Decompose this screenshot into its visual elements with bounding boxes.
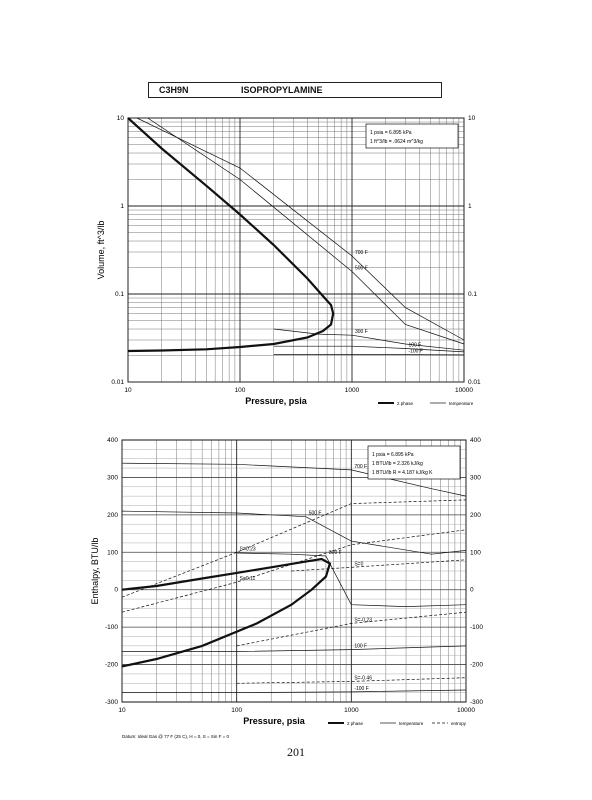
legend-label: 2 phase	[397, 401, 414, 406]
conversion-info-box	[365, 123, 459, 149]
temperature-line	[147, 117, 465, 345]
temperature-line-label: 300 F	[355, 329, 368, 335]
y-tick-label-right: 200	[470, 512, 481, 519]
x-axis-label: Pressure, psia	[245, 396, 308, 406]
x-tick-label: 10	[124, 387, 132, 394]
temperature-line-label: -100 F	[408, 349, 422, 355]
x-tick-label: 1000	[344, 707, 359, 714]
y-tick-label-right: 100	[470, 549, 481, 556]
temperature-line	[236, 552, 467, 607]
temperature-line	[273, 345, 465, 353]
temperature-line-label: 300 F	[329, 550, 342, 556]
entropy-line-label: S=0.11	[240, 576, 256, 582]
y-tick-label: 0.01	[111, 379, 124, 386]
y-tick-label-right: 400	[470, 437, 481, 444]
y-tick-label: 200	[107, 512, 118, 519]
y-tick-label: 400	[107, 437, 118, 444]
page-number: 201	[287, 745, 305, 759]
x-tick-label: 100	[231, 707, 242, 714]
y-tick-label: 1	[120, 203, 124, 210]
x-tick-label: 100	[235, 387, 246, 394]
conversion-info-text: 1 ft^3/lb = .0624 m^3/kg	[370, 139, 423, 145]
entropy-line-label: S=0.23	[240, 546, 256, 552]
y-tick-label-right: -100	[470, 624, 483, 631]
temperature-line-label: 700 F	[355, 250, 368, 256]
y-axis-label: Enthalpy, BTU/lb	[90, 538, 100, 605]
entropy-line	[236, 677, 467, 684]
two-phase-curve	[127, 117, 335, 353]
x-tick-label: 10000	[455, 387, 473, 394]
y-tick-label: 0.1	[115, 291, 124, 298]
legend-label: temperature	[449, 401, 474, 406]
chart-title-box: C3H9N ISOPROPYLAMINE	[148, 82, 442, 98]
y-tick-label: 100	[107, 549, 118, 556]
legend-label: temperature	[399, 721, 424, 726]
y-tick-label: 0	[114, 587, 118, 594]
temperature-line	[121, 510, 467, 555]
y-tick-label-right: 0	[470, 587, 474, 594]
y-tick-label: 300	[107, 474, 118, 481]
x-tick-label: 10	[118, 707, 126, 714]
temperature-line-label: 700 F	[354, 464, 367, 470]
conversion-info-box	[367, 445, 461, 480]
x-tick-label: 10000	[457, 707, 475, 714]
entropy-line	[121, 529, 467, 613]
entropy-line	[291, 559, 467, 572]
conversion-info-text: 1 BTU/lb = 2.326 kJ/kg	[372, 461, 423, 467]
entropy-line-label: S=0	[354, 561, 363, 567]
chemical-name: ISOPROPYLAMINE	[241, 85, 323, 95]
y-axis-label: Volume, ft^3/lb	[96, 221, 106, 280]
x-axis-label: Pressure, psia	[243, 716, 306, 726]
legend-label: 2 phase	[347, 721, 364, 726]
y-tick-label: -100	[105, 624, 118, 631]
temperature-line-label: 500 F	[309, 511, 322, 517]
temperature-line-label: 100 F	[408, 343, 421, 349]
y-tick-label-right: 0.1	[468, 291, 477, 298]
temperature-line	[122, 645, 467, 652]
entropy-line-label: S=-0.46	[354, 675, 372, 681]
y-tick-label: -200	[105, 662, 118, 669]
temperature-line	[122, 689, 467, 693]
conversion-info-text: 1 BTU/lb R = 4.187 kJ/kg K	[372, 470, 433, 476]
chemical-formula: C3H9N	[159, 85, 189, 95]
y-tick-label: 10	[117, 115, 125, 122]
y-tick-label-right: 1	[468, 203, 472, 210]
y-tick-label-right: 0.01	[468, 379, 481, 386]
x-tick-label: 1000	[345, 387, 360, 394]
temperature-line-label: 500 F	[355, 266, 368, 272]
temperature-line	[121, 462, 467, 497]
conversion-info-text: 1 psia = 6.895 kPa	[370, 130, 412, 136]
y-tick-label-right: -300	[470, 699, 483, 706]
y-tick-label-right: 300	[470, 474, 481, 481]
entropy-line-label: S=-0.23	[354, 617, 372, 623]
entropy-line	[236, 611, 467, 647]
temperature-line	[273, 328, 465, 351]
y-tick-label: -300	[105, 699, 118, 706]
y-tick-label-right: -200	[470, 662, 483, 669]
entropy-line	[121, 499, 467, 598]
conversion-info-text: 1 psia = 6.895 kPa	[372, 452, 414, 458]
temperature-line	[136, 117, 465, 341]
temperature-line-label: -100 F	[354, 686, 368, 692]
y-tick-label-right: 10	[468, 115, 476, 122]
datum-footnote: Datum: Ideal Gas @ 77 F (25 C), H = 0, S…	[122, 734, 229, 739]
legend-label: entropy	[451, 721, 467, 726]
temperature-line-label: 100 F	[354, 644, 367, 650]
